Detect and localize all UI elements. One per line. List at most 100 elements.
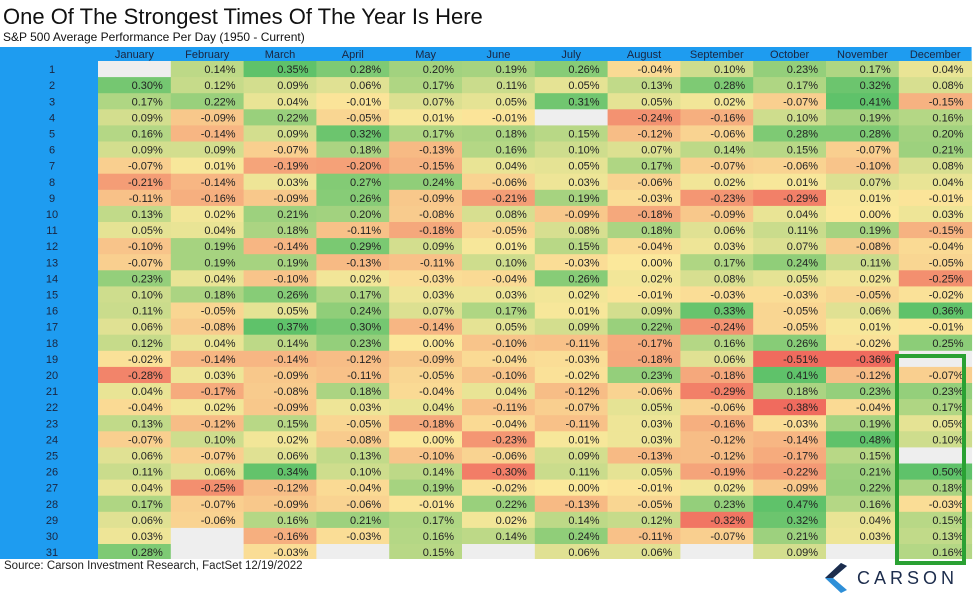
cell-value-label: -0.09% [565, 209, 600, 221]
heatmap-cell [898, 463, 973, 481]
cell-value-label: -0.13% [638, 451, 673, 463]
heatmap-cell [753, 431, 827, 448]
row-label: 28 [46, 499, 58, 511]
cell-value-label: -0.07% [201, 451, 236, 463]
cell-value-label: -0.09% [274, 402, 309, 414]
cell-value-label: 0.17% [132, 499, 163, 511]
cell-value-label: 0.16% [932, 112, 963, 124]
heatmap-cell [534, 495, 609, 513]
heatmap-cell [243, 366, 317, 384]
cell-value-label: 0.00% [423, 338, 454, 350]
heatmap-cell [316, 238, 390, 255]
heatmap-cell [898, 366, 973, 384]
cell-value-label: -0.04% [492, 354, 527, 366]
cell-value-label: -0.15% [929, 225, 964, 237]
heatmap-cell [243, 93, 317, 110]
cell-value-label: 0.50% [932, 467, 963, 479]
cell-value-label: -0.03% [565, 257, 600, 269]
cell-value-label: -0.04% [492, 418, 527, 430]
cell-value-label: -0.18% [419, 418, 454, 430]
cell-value-label: -0.12% [274, 483, 309, 495]
cell-value-label: -0.08% [419, 209, 454, 221]
cell-value-label: 0.23% [714, 499, 745, 511]
carson-logo-text: CARSON [857, 567, 959, 588]
heatmap-cell [753, 350, 827, 368]
cell-value-label: 0.17% [132, 96, 163, 108]
cell-value-label: 0.10% [350, 467, 381, 479]
heatmap-cell [243, 157, 317, 175]
cell-value-label: -0.08% [346, 434, 381, 446]
heatmap-cell [243, 350, 317, 368]
cell-value-label: 0.04% [132, 386, 163, 398]
cell-value-label: 0.24% [568, 531, 599, 543]
heatmap-cell [462, 61, 536, 78]
row-label: 14 [46, 273, 58, 285]
row-label: 18 [46, 338, 58, 350]
cell-value-label: 0.17% [423, 129, 454, 141]
heatmap-cell [316, 205, 390, 223]
cell-value-label: -0.21% [492, 193, 527, 205]
heatmap-cell [680, 415, 754, 432]
cell-value-label: 0.18% [350, 145, 381, 157]
heatmap-cell [826, 270, 900, 287]
cell-value-label: 0.20% [350, 209, 381, 221]
cell-value-label: 0.00% [568, 483, 599, 495]
cell-value-label: 0.15% [787, 145, 818, 157]
heatmap-cell [753, 463, 827, 481]
cell-value-label: -0.01% [638, 483, 673, 495]
heatmap-cell [753, 141, 827, 159]
cell-value-label: 0.03% [204, 370, 235, 382]
heatmap-cell [316, 173, 390, 191]
heatmap-cell [826, 61, 900, 78]
heatmap-cell [898, 544, 973, 559]
cell-value-label: 0.07% [787, 241, 818, 253]
cell-value-label: -0.16% [201, 193, 236, 205]
heatmap-cell [316, 77, 390, 94]
heatmap-cell [607, 334, 681, 352]
cell-value-label: 0.16% [496, 145, 527, 157]
heatmap-cell [98, 238, 172, 255]
heatmap-cell [607, 302, 681, 320]
cell-value-label: 0.03% [423, 290, 454, 302]
heatmap-cell [680, 463, 754, 481]
heatmap-cell [680, 334, 754, 352]
heatmap-cell [607, 141, 681, 159]
heatmap-cell [170, 61, 245, 78]
cell-value-label: 0.05% [641, 402, 672, 414]
cell-value-label: -0.13% [346, 257, 381, 269]
cell-value-label: 0.11% [132, 467, 163, 479]
heatmap-cell [898, 270, 973, 287]
heatmap-cell [534, 544, 609, 559]
heatmap-cell [389, 511, 463, 529]
heatmap-cell [534, 254, 609, 271]
cell-value-label: -0.11% [493, 402, 527, 414]
cell-value-label: 0.14% [423, 467, 454, 479]
heatmap-cell [316, 479, 390, 497]
heatmap-cell [170, 93, 245, 110]
heatmap-cell [243, 431, 317, 448]
heatmap-cell [680, 383, 754, 400]
heatmap-cell [98, 463, 172, 481]
heatmap-cell [243, 125, 317, 142]
heatmap-cell [389, 366, 463, 384]
cell-value-label: 0.12% [641, 515, 672, 527]
heatmap-cell [98, 334, 172, 352]
heatmap-cell [389, 238, 463, 255]
heatmap-cell [607, 222, 681, 239]
heatmap-cell [316, 61, 390, 78]
cell-value-label: 0.14% [204, 64, 235, 76]
heatmap-cell [898, 125, 973, 142]
heatmap-cell [753, 254, 827, 271]
cell-value-label: 0.18% [496, 129, 527, 141]
cell-value-label: -0.02% [128, 354, 163, 366]
row-label: 1 [49, 64, 55, 76]
cell-value-label: 0.26% [568, 273, 599, 285]
heatmap-cell [753, 544, 827, 559]
heatmap-cell [316, 431, 390, 448]
cell-value-label: 0.16% [860, 499, 891, 511]
cell-value-label: 0.27% [350, 177, 381, 189]
heatmap-cell [98, 366, 172, 384]
cell-value-label: -0.17% [201, 386, 236, 398]
heatmap-cell [462, 383, 536, 400]
cell-value-label: 0.12% [204, 80, 235, 92]
